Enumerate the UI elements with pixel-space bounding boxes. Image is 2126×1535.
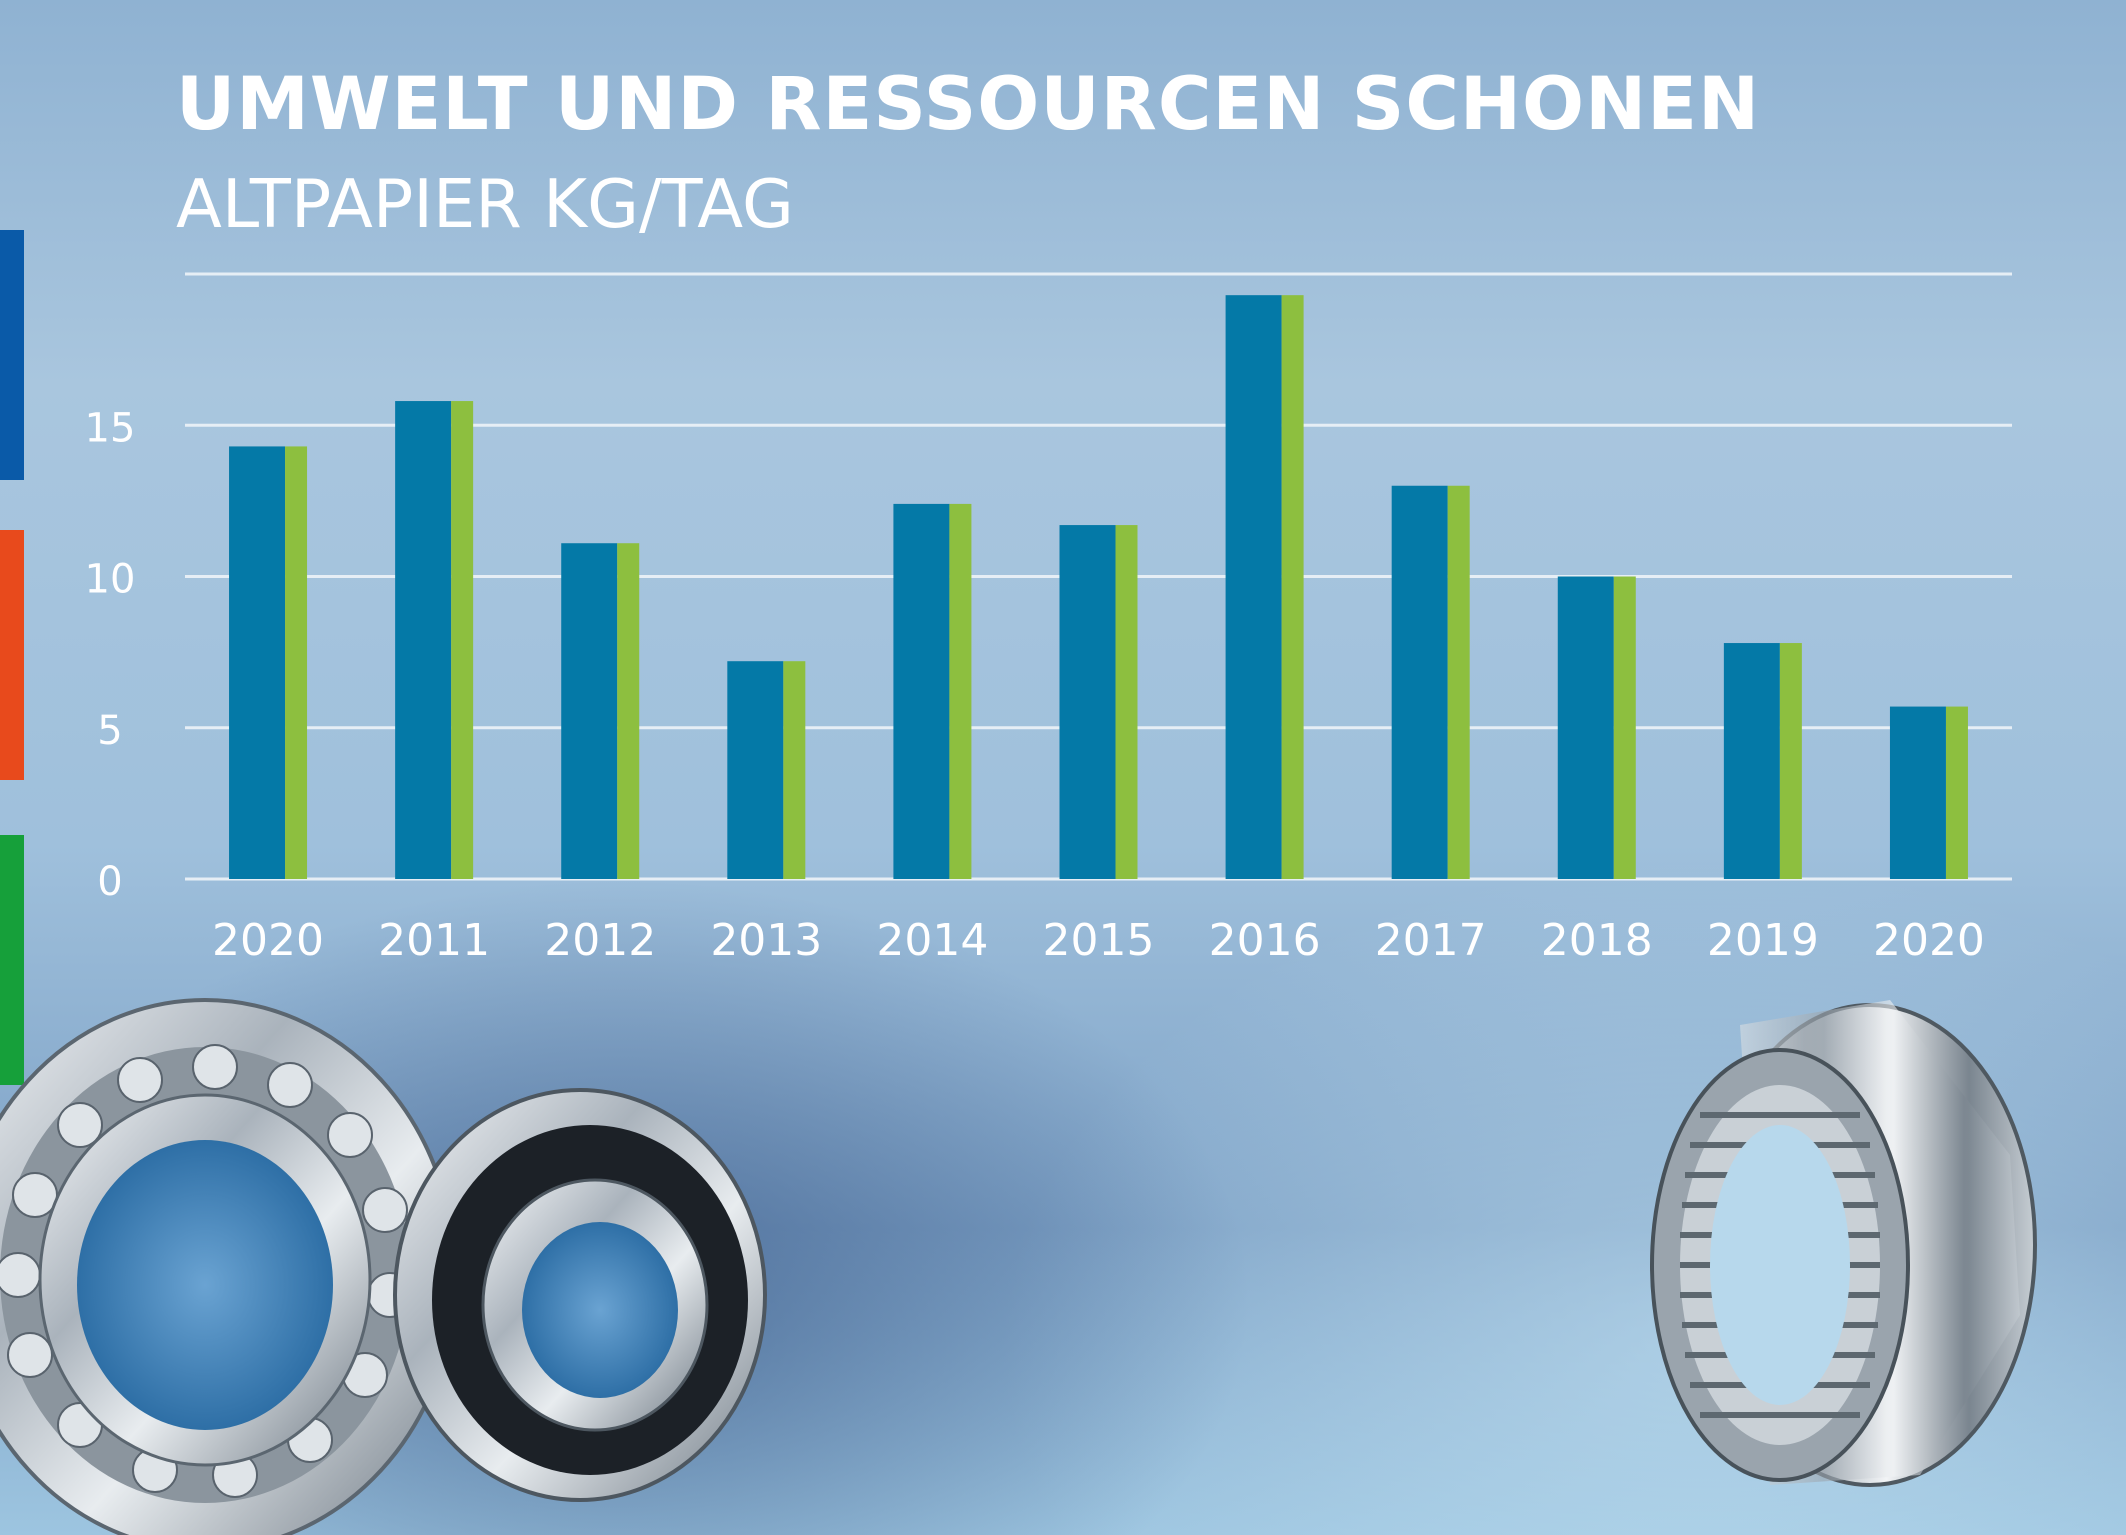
bar-edge [1779,643,1802,879]
bar-edge [451,401,474,879]
bar-chart: 0 5 10 15 2020 2011 2012 2013 2014 2015 2016 2017 20… [85,272,2012,966]
bar [1225,295,1282,879]
x-tick-label: 2018 [1541,915,1653,966]
bar [893,503,950,879]
accent-bar-green [0,835,24,1085]
needle-bearing-image [1650,1000,2037,1487]
x-tick-label: 2012 [544,915,656,966]
x-tick-label: 2016 [1209,915,1321,966]
ball-bearings-image [0,998,767,1535]
bar [561,543,618,879]
y-tick-label: 0 [97,859,122,905]
x-tick-label: 2019 [1707,915,1819,966]
y-tick-label: 5 [97,708,122,754]
bar [1723,643,1780,879]
bar [727,661,784,879]
bar-edge [783,661,806,879]
y-tick-label: 15 [85,405,136,451]
bar-edge [285,446,308,879]
page-subtitle: ALTPAPIER KG/TAG [176,165,794,243]
x-tick-label: 2011 [378,915,490,966]
accent-bar-orange [0,530,24,780]
x-tick-label: 2020 [212,915,324,966]
bar [1059,525,1116,879]
bar [1889,706,1946,879]
bar-edge [1281,295,1304,879]
x-tick-label: 2020 [1873,915,1985,966]
x-tick-label: 2014 [876,915,988,966]
x-tick-label: 2015 [1043,915,1155,966]
bar-edge [1447,485,1470,879]
bar [1391,485,1448,879]
bar [229,446,286,879]
bar-edge [1115,525,1138,879]
x-tick-label: 2013 [710,915,822,966]
y-tick-label: 10 [85,557,136,603]
page-title: UMWELT UND RESSOURCEN SCHONEN [176,62,1761,147]
bar-edge [617,543,640,879]
bar [1557,576,1614,879]
accent-bar-blue [0,230,24,480]
bar-edge [1613,576,1636,879]
bar-edge [1945,706,1968,879]
bar [395,401,452,879]
bar-edge [949,503,972,879]
x-tick-label: 2017 [1375,915,1487,966]
